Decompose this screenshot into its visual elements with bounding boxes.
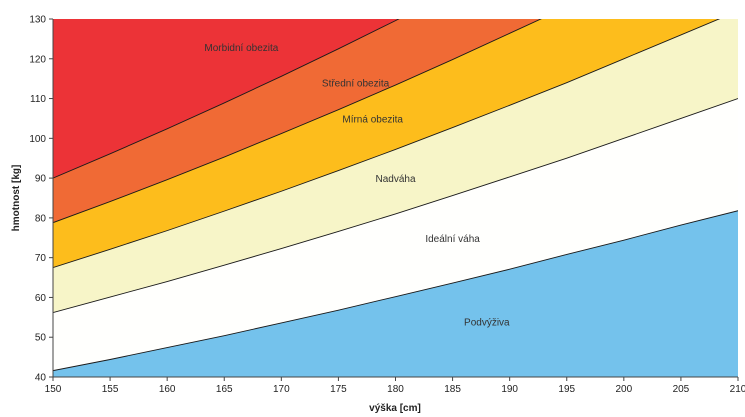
y-tick-label: 50 [35, 333, 47, 344]
zone-area [53, 98, 738, 371]
y-tick-label: 130 [29, 15, 46, 26]
x-tick-label: 165 [216, 384, 233, 395]
zone-label: Střední obezita [322, 79, 390, 90]
zone-label: Morbidní obezita [204, 43, 278, 54]
y-tick-label: 40 [35, 373, 47, 384]
y-tick-label: 90 [35, 174, 47, 185]
x-axis-ticks: 150 155 160 165 170 175 180 185 190 195 200 205 210 [45, 377, 745, 395]
zone-boundaries [53, 19, 738, 372]
zone-area [53, 19, 738, 179]
zone-area [53, 19, 541, 223]
zone-label: Podvýživa [464, 317, 510, 328]
boundary-line [53, 19, 542, 224]
x-tick-label: 180 [387, 384, 404, 395]
y-axis-ticks: 40 50 60 70 80 90 100 110 120 130 [29, 15, 53, 384]
x-tick-label: 205 [673, 384, 690, 395]
x-tick-label: 200 [615, 384, 632, 395]
zone-area [53, 19, 738, 313]
boundary-line [53, 19, 400, 179]
y-tick-label: 80 [35, 213, 47, 224]
y-tick-label: 120 [29, 54, 46, 65]
boundary-line [53, 210, 738, 372]
zone-labels: Podvýživa Ideální váha Nadváha Mírná obezit… [204, 43, 510, 328]
x-tick-label: 155 [102, 384, 119, 395]
zone-label: Ideální váha [425, 234, 480, 245]
y-tick-label: 70 [35, 253, 47, 264]
boundary-line [53, 19, 721, 269]
zone-areas [53, 19, 738, 377]
y-tick-label: 110 [30, 94, 46, 105]
x-tick-label: 160 [159, 384, 176, 395]
x-tick-label: 210 [730, 384, 745, 395]
zone-area [53, 19, 719, 268]
x-tick-label: 170 [273, 384, 290, 395]
x-tick-label: 195 [558, 384, 575, 395]
y-tick-label: 60 [35, 293, 47, 304]
zone-label: Nadváha [375, 174, 415, 185]
x-axis-title: výška [cm] [369, 403, 421, 414]
y-axis-title: hmotnost [kg] [11, 165, 22, 232]
x-tick-label: 175 [330, 384, 347, 395]
boundary-line [53, 98, 738, 313]
x-tick-label: 185 [444, 384, 461, 395]
zone-area [53, 210, 738, 377]
x-tick-label: 190 [501, 384, 518, 395]
x-tick-label: 150 [45, 384, 62, 395]
y-tick-label: 100 [29, 134, 46, 145]
zone-label: Mírná obezita [342, 114, 403, 125]
